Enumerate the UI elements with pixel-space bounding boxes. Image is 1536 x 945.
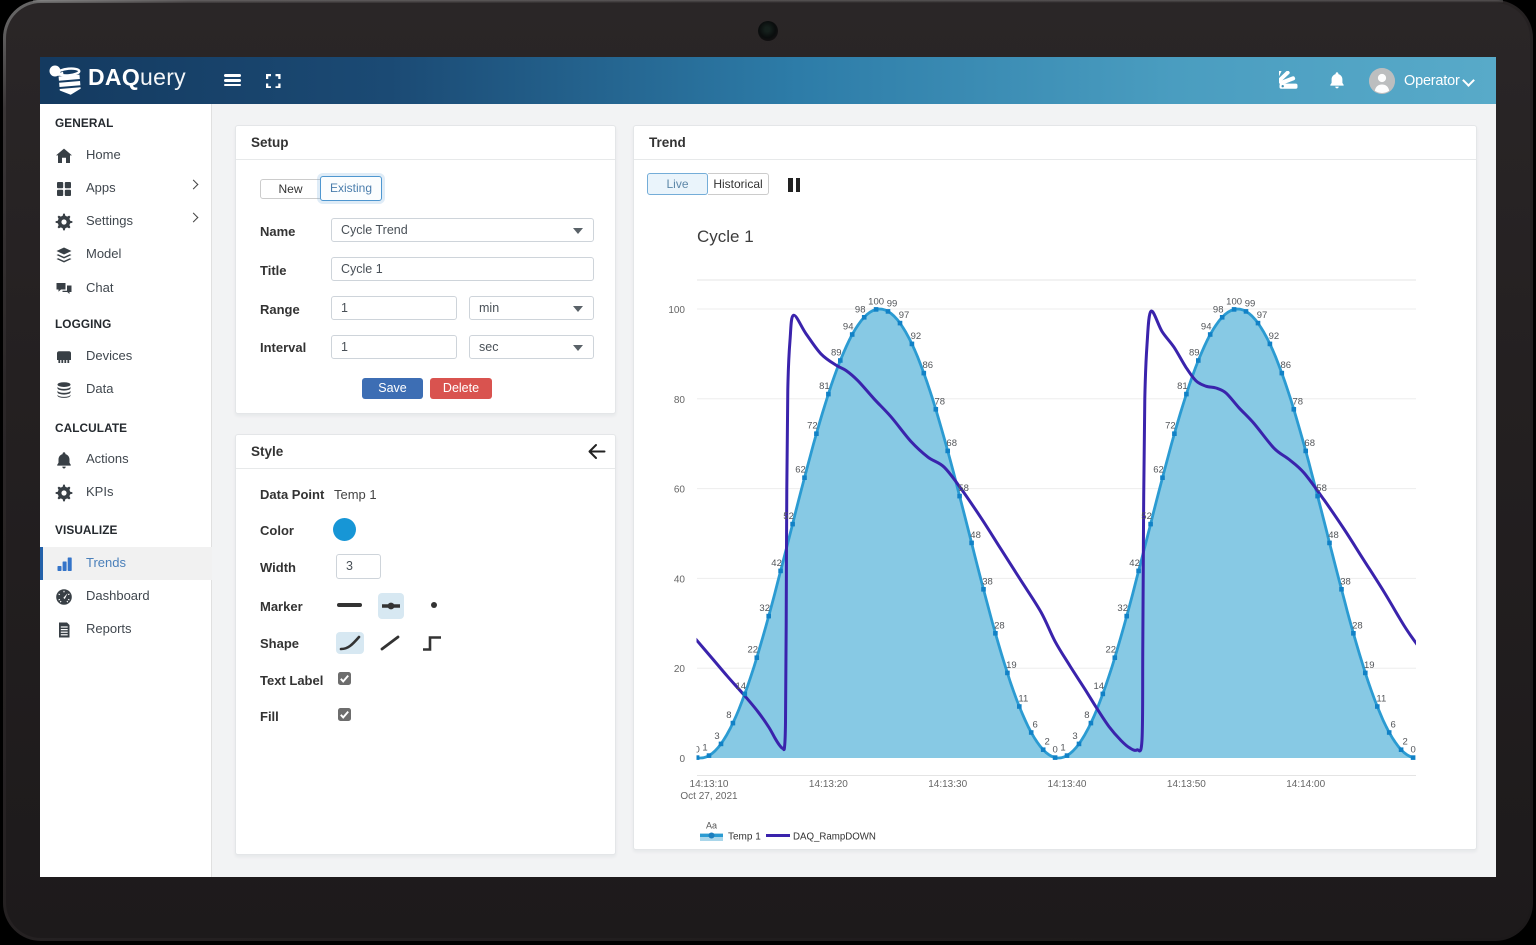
svg-text:99: 99 bbox=[1245, 298, 1256, 309]
svg-text:14: 14 bbox=[736, 681, 747, 692]
svg-text:Temp 1: Temp 1 bbox=[728, 832, 761, 843]
svg-text:100: 100 bbox=[668, 305, 685, 316]
svg-text:92: 92 bbox=[1269, 331, 1280, 342]
svg-text:72: 72 bbox=[807, 421, 818, 432]
svg-text:6: 6 bbox=[1391, 720, 1396, 731]
svg-text:14:13:10: 14:13:10 bbox=[690, 779, 729, 790]
svg-text:14:13:20: 14:13:20 bbox=[809, 779, 848, 790]
svg-text:38: 38 bbox=[1340, 576, 1351, 587]
svg-text:97: 97 bbox=[1257, 310, 1268, 321]
svg-text:94: 94 bbox=[843, 322, 854, 333]
svg-text:22: 22 bbox=[1106, 645, 1117, 656]
svg-text:94: 94 bbox=[1201, 322, 1212, 333]
svg-text:2: 2 bbox=[1402, 737, 1407, 748]
svg-text:2: 2 bbox=[1045, 737, 1050, 748]
svg-text:86: 86 bbox=[923, 360, 934, 371]
svg-text:8: 8 bbox=[726, 710, 731, 721]
svg-text:20: 20 bbox=[674, 664, 686, 675]
svg-text:81: 81 bbox=[1177, 381, 1188, 392]
svg-text:19: 19 bbox=[1364, 660, 1375, 671]
svg-text:22: 22 bbox=[748, 645, 759, 656]
svg-text:Aa: Aa bbox=[706, 821, 717, 831]
svg-text:48: 48 bbox=[970, 530, 981, 541]
svg-text:11: 11 bbox=[1376, 694, 1386, 705]
svg-text:0: 0 bbox=[1052, 745, 1057, 756]
svg-text:62: 62 bbox=[795, 465, 806, 476]
svg-text:40: 40 bbox=[674, 574, 686, 585]
svg-text:14:13:50: 14:13:50 bbox=[1167, 779, 1206, 790]
svg-text:60: 60 bbox=[674, 485, 686, 496]
svg-text:68: 68 bbox=[1304, 438, 1315, 449]
svg-text:19: 19 bbox=[1006, 660, 1017, 671]
svg-text:14:14:00: 14:14:00 bbox=[1286, 779, 1325, 790]
svg-text:42: 42 bbox=[771, 558, 782, 569]
svg-text:97: 97 bbox=[899, 310, 910, 321]
svg-text:14: 14 bbox=[1094, 681, 1105, 692]
svg-text:89: 89 bbox=[1189, 348, 1200, 359]
svg-text:28: 28 bbox=[1352, 620, 1363, 631]
svg-text:14:13:30: 14:13:30 bbox=[928, 779, 967, 790]
svg-text:68: 68 bbox=[946, 438, 957, 449]
svg-text:48: 48 bbox=[1328, 530, 1339, 541]
svg-text:52: 52 bbox=[1141, 511, 1152, 522]
svg-text:98: 98 bbox=[855, 304, 866, 315]
svg-text:14:13:40: 14:13:40 bbox=[1048, 779, 1087, 790]
svg-text:32: 32 bbox=[1117, 603, 1128, 614]
svg-text:86: 86 bbox=[1281, 360, 1292, 371]
svg-text:0: 0 bbox=[694, 745, 699, 756]
svg-text:78: 78 bbox=[935, 396, 946, 407]
svg-text:0: 0 bbox=[1410, 745, 1415, 756]
svg-text:42: 42 bbox=[1129, 558, 1140, 569]
svg-text:92: 92 bbox=[911, 331, 922, 342]
svg-text:78: 78 bbox=[1293, 396, 1304, 407]
svg-text:99: 99 bbox=[887, 298, 898, 309]
svg-text:52: 52 bbox=[783, 511, 794, 522]
svg-text:89: 89 bbox=[831, 348, 842, 359]
svg-text:6: 6 bbox=[1033, 720, 1038, 731]
svg-text:DAQ_RampDOWN: DAQ_RampDOWN bbox=[793, 832, 876, 843]
svg-text:72: 72 bbox=[1165, 421, 1176, 432]
svg-text:0: 0 bbox=[679, 754, 685, 765]
svg-text:100: 100 bbox=[868, 296, 884, 307]
svg-text:8: 8 bbox=[1084, 710, 1089, 721]
svg-text:58: 58 bbox=[1316, 483, 1327, 494]
svg-text:80: 80 bbox=[674, 395, 686, 406]
svg-text:100: 100 bbox=[1226, 296, 1242, 307]
svg-text:Oct 27, 2021: Oct 27, 2021 bbox=[680, 791, 738, 802]
svg-text:1: 1 bbox=[702, 743, 707, 754]
svg-text:81: 81 bbox=[819, 381, 830, 392]
svg-text:11: 11 bbox=[1018, 694, 1028, 705]
svg-text:28: 28 bbox=[994, 620, 1005, 631]
svg-text:1: 1 bbox=[1060, 743, 1065, 754]
svg-text:98: 98 bbox=[1213, 304, 1224, 315]
svg-text:38: 38 bbox=[982, 576, 993, 587]
svg-text:32: 32 bbox=[759, 603, 770, 614]
svg-text:3: 3 bbox=[714, 731, 719, 742]
svg-text:3: 3 bbox=[1072, 731, 1077, 742]
svg-text:58: 58 bbox=[958, 483, 969, 494]
svg-text:62: 62 bbox=[1153, 465, 1164, 476]
